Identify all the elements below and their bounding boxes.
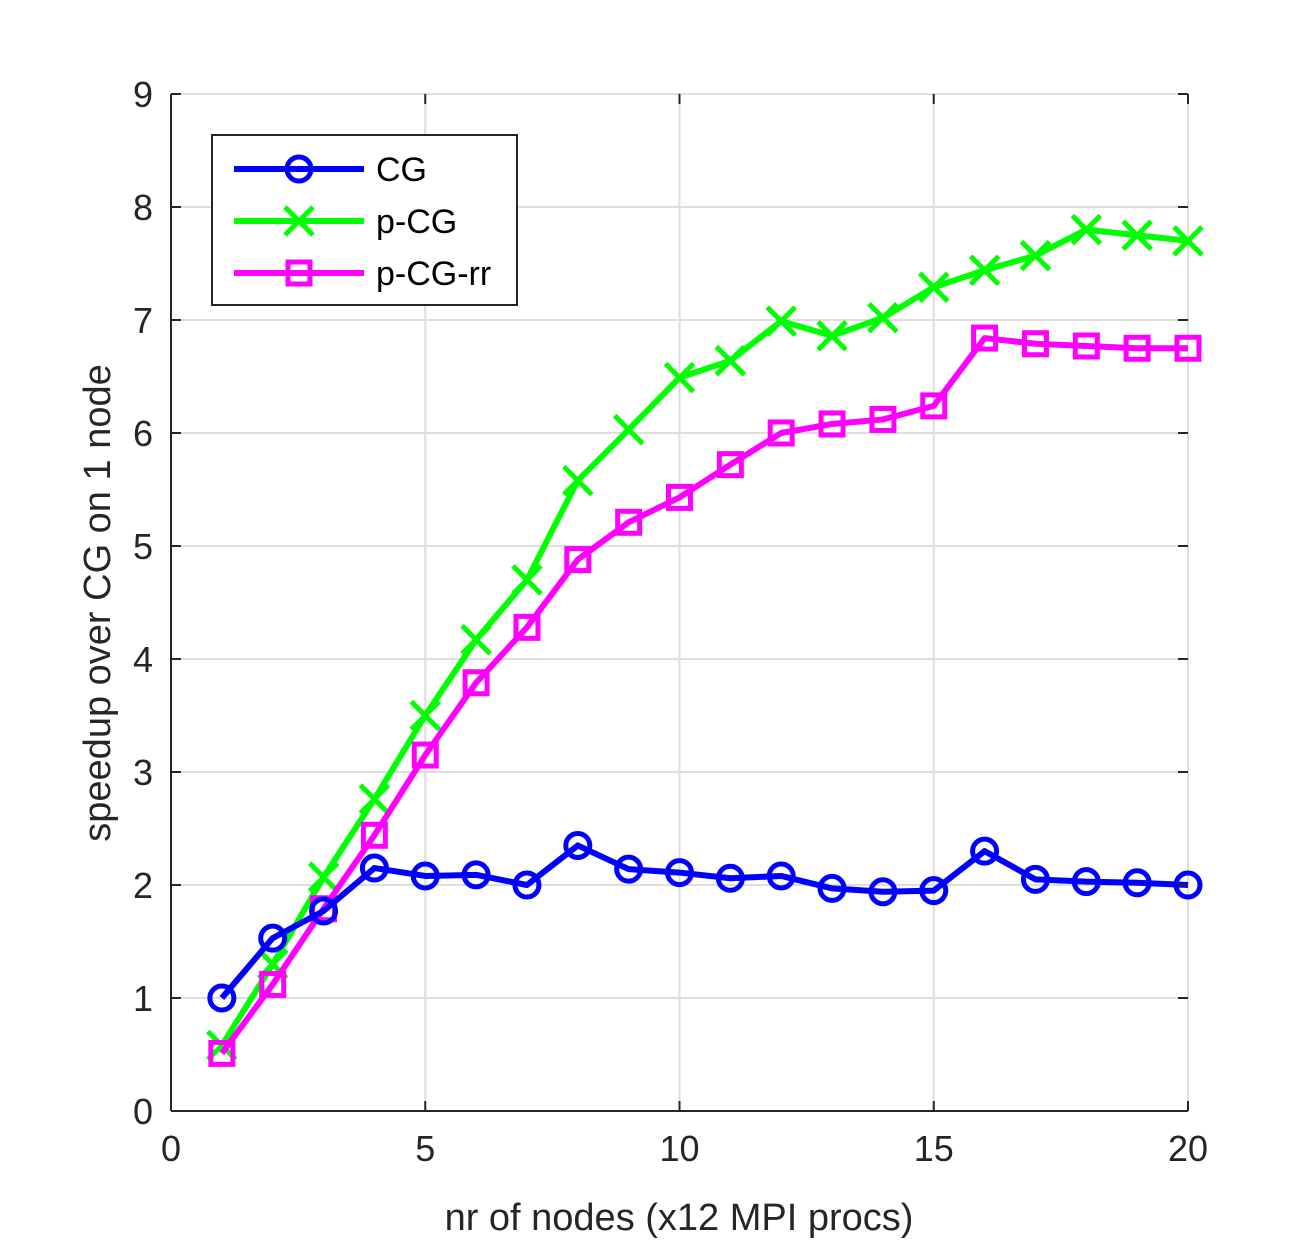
point-p-cg-14 [867, 301, 899, 334]
series-cg [207, 830, 1203, 1013]
series-p-cg [206, 213, 1204, 1062]
y-tick-label-4: 4 [133, 639, 153, 680]
point-p-cg-6 [460, 624, 492, 656]
y-tick-label-7: 7 [133, 300, 153, 341]
series-line-p-cg [219, 226, 1189, 1048]
point-p-cg-rr-1 [208, 1039, 236, 1067]
legend: CG p-CG p-CG-rr [211, 134, 518, 306]
point-p-cg-rr-13 [818, 410, 846, 438]
point-p-cg-rr-5 [411, 741, 439, 769]
point-cg-2 [258, 923, 288, 953]
point-p-cg-5 [409, 699, 442, 732]
legend-marker-p-cg-rr [285, 259, 313, 287]
x-axis-title: nr of nodes (x12 MPI procs) [445, 1197, 914, 1239]
point-cg-9 [614, 854, 644, 884]
axes [170, 93, 1189, 1112]
point-cg-12 [766, 861, 796, 891]
point-p-cg-3 [307, 861, 340, 893]
point-p-cg-rr-11 [716, 451, 744, 479]
point-p-cg-19 [1121, 219, 1153, 252]
point-cg-11 [715, 863, 745, 893]
x-tick-label-15: 15 [914, 1128, 954, 1169]
point-p-cg-rr-4 [360, 821, 388, 849]
legend-entry-cg: CG [234, 151, 427, 189]
point-p-cg-17 [1019, 239, 1052, 272]
point-cg-6 [461, 860, 491, 890]
legend-label-p-cg: p-CG [376, 203, 457, 241]
series-layer [206, 213, 1204, 1067]
point-p-cg-rr-19 [1123, 334, 1151, 362]
y-tick-label-2: 2 [133, 865, 153, 906]
x-tick-label-10: 10 [659, 1128, 699, 1169]
point-p-cg-10 [663, 361, 696, 394]
point-p-cg-rr-10 [666, 483, 693, 511]
point-cg-18 [1071, 867, 1101, 897]
point-cg-7 [512, 870, 542, 900]
point-p-cg-rr-20 [1174, 334, 1202, 362]
x-tick-label-20: 20 [1168, 1128, 1208, 1169]
y-axis-title: speedup over CG on 1 node [77, 364, 119, 841]
point-p-cg-18 [1070, 213, 1103, 246]
legend-entry-p-cg-rr: p-CG-rr [234, 255, 491, 293]
point-cg-20 [1173, 870, 1203, 900]
point-p-cg-15 [917, 271, 950, 303]
y-tick-label-9: 9 [133, 74, 153, 115]
point-p-cg-11 [714, 344, 747, 377]
legend-entry-p-cg: p-CG [234, 203, 457, 241]
point-p-cg-rr-12 [767, 419, 795, 447]
point-p-cg-rr-17 [1021, 330, 1049, 358]
point-p-cg-rr-16 [971, 324, 999, 352]
point-cg-1 [207, 983, 237, 1013]
y-tick-label-5: 5 [133, 526, 153, 567]
point-p-cg-7 [511, 564, 543, 596]
point-p-cg-rr-8 [564, 546, 592, 574]
point-cg-19 [1122, 868, 1152, 898]
point-cg-15 [919, 876, 949, 906]
y-tick-label-6: 6 [133, 413, 153, 454]
point-cg-4 [359, 853, 389, 883]
point-p-cg-8 [562, 464, 594, 497]
x-tick-label-5: 5 [415, 1128, 435, 1169]
y-tick-label-1: 1 [133, 978, 153, 1019]
y-tick-label-8: 8 [133, 187, 153, 228]
legend-label-cg: CG [376, 151, 427, 189]
point-cg-5 [410, 861, 440, 891]
point-p-cg-rr-18 [1072, 332, 1100, 360]
point-p-cg-20 [1172, 225, 1204, 257]
point-p-cg-rr-2 [259, 970, 287, 998]
point-cg-8 [563, 830, 593, 860]
point-cg-14 [868, 877, 898, 907]
legend-label-p-cg-rr: p-CG-rr [376, 255, 491, 293]
point-cg-13 [817, 873, 847, 903]
point-cg-17 [1020, 864, 1050, 894]
point-p-cg-rr-6 [462, 669, 490, 697]
point-cg-10 [665, 858, 694, 888]
point-p-cg-16 [968, 254, 1001, 287]
point-p-cg-rr-14 [869, 405, 897, 433]
legend-marker-p-cg [283, 205, 315, 237]
point-p-cg-rr-9 [615, 508, 643, 536]
point-p-cg-rr-15 [920, 392, 948, 420]
point-cg-16 [970, 836, 1000, 866]
point-p-cg-12 [765, 305, 797, 337]
point-p-cg-4 [358, 783, 391, 815]
y-tick-label-0: 0 [133, 1091, 153, 1132]
point-p-cg-9 [612, 413, 645, 446]
tick-labels: 0 5 10 15 20 0 1 2 3 4 5 6 7 8 9 [133, 74, 1208, 1169]
point-cg-3 [309, 896, 339, 926]
point-p-cg-13 [816, 320, 848, 352]
legend-marker-cg [284, 154, 314, 184]
series-p-cg-rr [208, 324, 1202, 1067]
y-tick-label-3: 3 [133, 752, 153, 793]
x-tick-label-0: 0 [161, 1128, 181, 1169]
point-p-cg-rr-7 [513, 613, 541, 641]
